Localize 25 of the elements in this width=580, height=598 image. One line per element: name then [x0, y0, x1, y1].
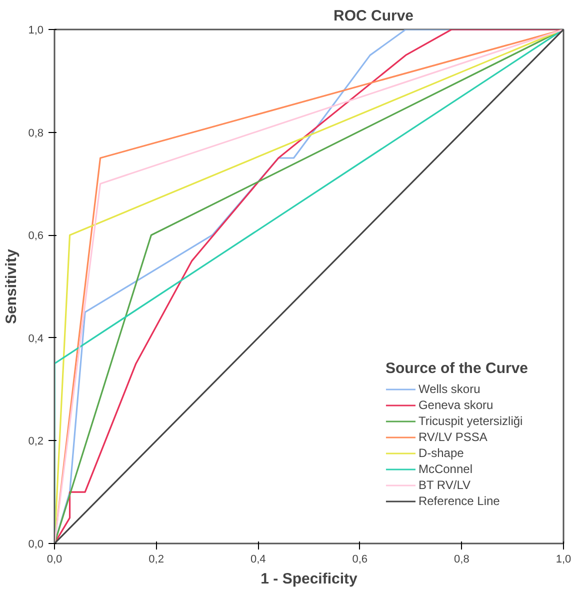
x-axis-title: 1 - Specificity [260, 570, 358, 588]
y-tick-label: 0,6 [28, 230, 44, 242]
legend-label: Geneva skoru [418, 398, 494, 412]
legend-title: Source of the Curve [385, 360, 528, 377]
y-tick-label: 0,8 [28, 127, 44, 140]
y-axis-title: Sensitivity [3, 248, 20, 324]
y-tick-label: 0,0 [28, 538, 44, 550]
line-series [54, 30, 564, 544]
x-tick-label: 0,0 [46, 554, 62, 566]
legend-label: RV/LV PSSA [418, 430, 488, 444]
y-tick-label: 1,0 [28, 24, 44, 36]
x-tick-label: 0,2 [148, 554, 164, 566]
y-tick-label: 0,2 [28, 436, 44, 448]
legend-label: McConnel [418, 462, 472, 476]
legend-label: BT RV/LV [418, 478, 470, 492]
legend-label: Wells skoru [418, 382, 480, 396]
legend-label: Reference Line [418, 494, 500, 508]
x-tick-label: 0,4 [250, 554, 266, 566]
x-tick-label: 0,8 [454, 554, 470, 566]
x-tick-label: 0,6 [352, 554, 368, 566]
chart-title: ROC Curve [333, 8, 414, 24]
y-tick-label: 0,4 [28, 332, 44, 345]
x-tick-label: 1,0 [556, 554, 572, 566]
legend-label: D-shape [418, 446, 464, 460]
legend-label: Tricuspit yetersizliği [418, 414, 523, 428]
